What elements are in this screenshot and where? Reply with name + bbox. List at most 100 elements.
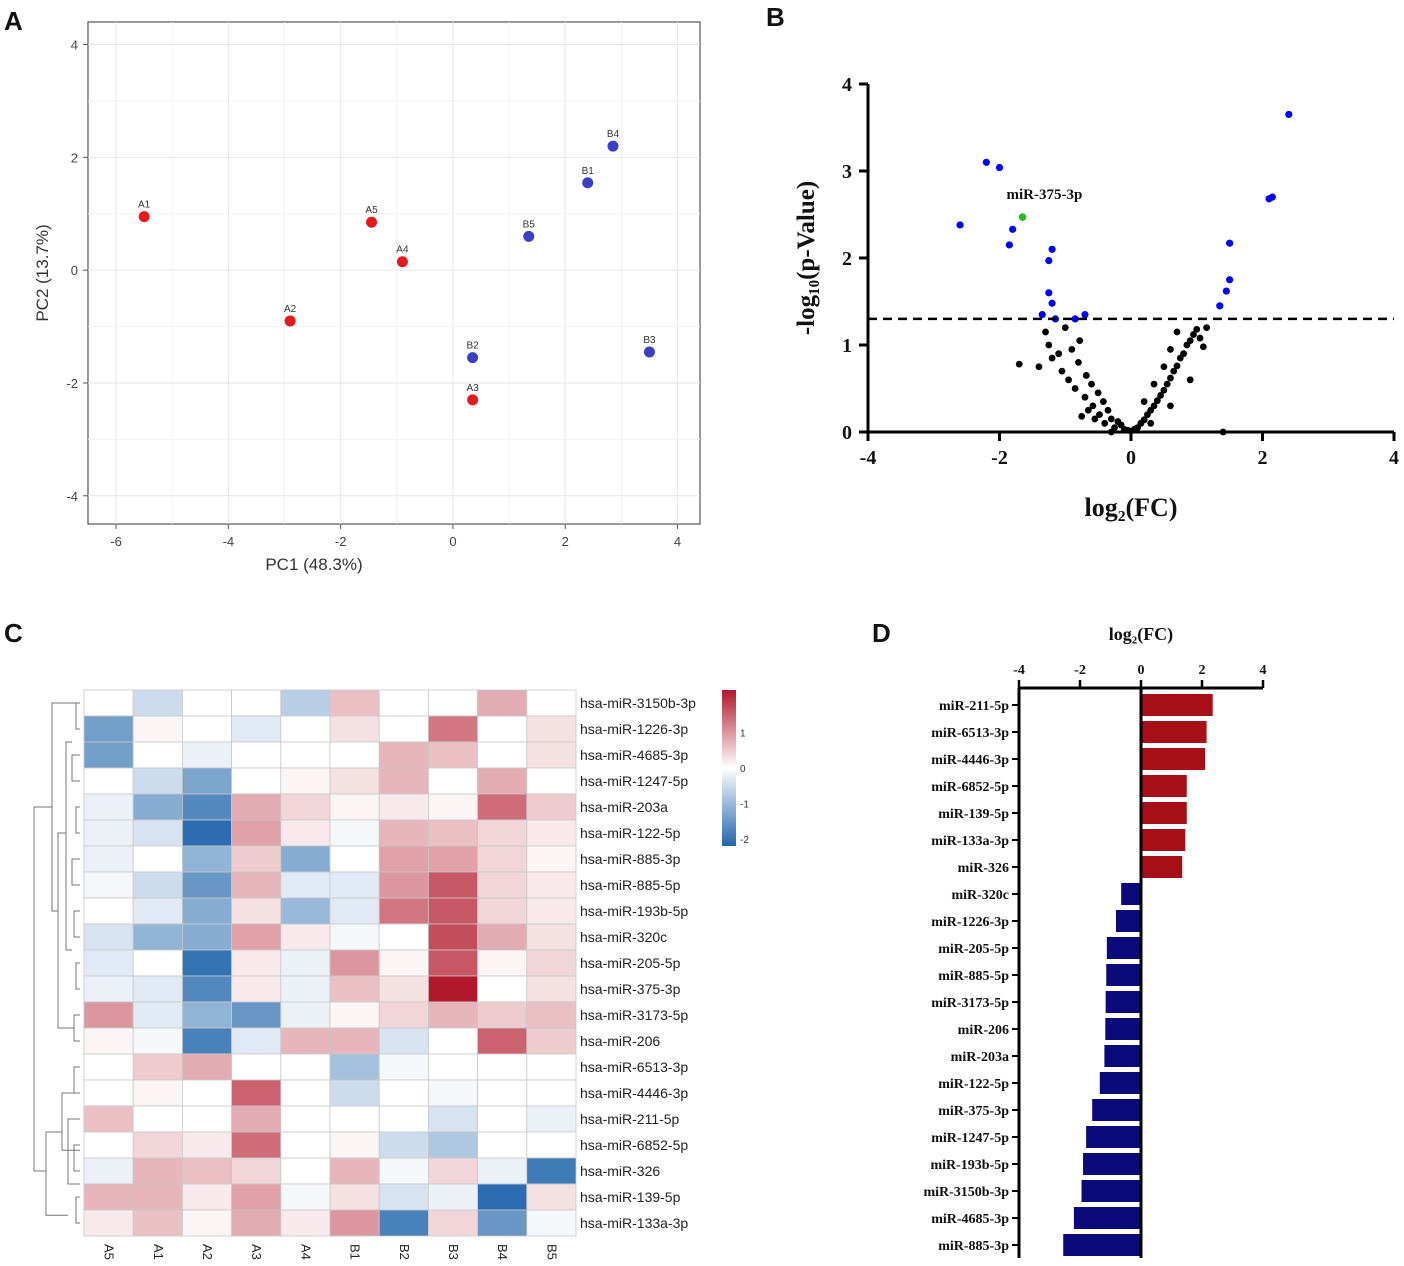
row-label: hsa-miR-6852-5p: [580, 1137, 688, 1153]
ns-point: [1081, 393, 1089, 401]
category-label: miR-3150b-3p: [923, 1185, 1009, 1200]
heatmap-cell: [132, 767, 183, 795]
heatmap-cell: [280, 923, 331, 951]
heatmap-cell: [427, 871, 478, 899]
heatmap-cell: [231, 1027, 282, 1055]
heatmap-cell: [378, 689, 429, 717]
heatmap-cell: [83, 871, 134, 899]
row-label: hsa-miR-3150b-3p: [580, 695, 696, 711]
heatmap-cell: [378, 845, 429, 873]
fold-change-bar-chart: log₂(FC) -4 -2 0 2 4 miR-211-5p miR-6513-3p miR-…: [923, 624, 1267, 1258]
category-label: miR-885-3p: [938, 1239, 1009, 1254]
heatmap-cell: [477, 1131, 528, 1159]
heatmap-cell: [83, 767, 134, 795]
column-label: A1: [151, 1244, 166, 1260]
category-label: miR-885-5p: [938, 969, 1009, 984]
heatmap-cell: [132, 1027, 183, 1055]
heatmap-cell: [329, 975, 380, 1003]
heatmap-cell: [181, 1183, 232, 1211]
category-label: miR-122-5p: [938, 1077, 1009, 1092]
significant-point: [1226, 239, 1234, 247]
ns-point: [1071, 385, 1079, 392]
ns-point: [1107, 415, 1115, 423]
heatmap-cell: [477, 793, 528, 821]
ns-point: [1061, 324, 1069, 331]
heatmap-cell: [231, 689, 282, 717]
significant-point: [1081, 310, 1089, 319]
significant-point: [1005, 241, 1013, 249]
heatmap-cell: [83, 845, 134, 873]
point-label: A4: [396, 245, 409, 256]
heatmap-cell: [477, 715, 528, 743]
heatmap-cell: [280, 1183, 331, 1211]
heatmap-cell: [329, 1183, 380, 1211]
heatmap-cell: [280, 871, 331, 899]
heatmap-cell: [329, 949, 380, 977]
heatmap-cell: [231, 871, 282, 899]
column-label: B1: [348, 1244, 363, 1260]
column-label: A3: [249, 1244, 264, 1260]
heatmap-cell: [181, 1053, 232, 1081]
heatmap-cell: [378, 715, 429, 743]
heatmap-cell: [83, 923, 134, 951]
heatmap-cell: [427, 1001, 478, 1029]
heatmap-cell: [132, 1053, 183, 1081]
row-label: hsa-miR-203a: [580, 799, 668, 815]
data-point: [467, 352, 479, 364]
ns-point: [1075, 359, 1082, 366]
heatmap-cell: [132, 1001, 183, 1029]
y-tick-label: 3: [842, 161, 852, 183]
data-point: [138, 211, 150, 223]
heatmap-cell: [280, 1001, 331, 1029]
heatmap-cell: [427, 975, 478, 1003]
heatmap-cell: [378, 975, 429, 1003]
row-label: hsa-miR-6513-3p: [580, 1059, 688, 1075]
row-label: hsa-miR-1226-3p: [580, 721, 688, 737]
ns-point: [1089, 402, 1097, 410]
column-label: B5: [544, 1244, 559, 1260]
heatmap-cell: [477, 975, 528, 1003]
heatmap-cell: [427, 1157, 478, 1185]
fold-change-bar: [1142, 802, 1187, 824]
heatmap-cell: [378, 1053, 429, 1081]
heatmap-cell: [329, 1105, 380, 1133]
heatmap-cell: [231, 845, 282, 873]
heatmap-cell: [526, 741, 577, 769]
ns-point: [1147, 419, 1155, 427]
heatmap-cell: [280, 897, 331, 925]
heatmap-cell: [378, 819, 429, 847]
heatmap-cell: [231, 715, 282, 743]
x-tick-label: 4: [674, 534, 681, 549]
y-tick-label: 0: [842, 422, 852, 444]
heatmap-cell: [83, 741, 134, 769]
heatmap-cell: [526, 845, 577, 873]
heatmap-cell: [427, 1131, 478, 1159]
category-label: miR-326: [958, 861, 1009, 876]
heatmap-cell: [378, 741, 429, 769]
heatmap-cell: [477, 767, 528, 795]
heatmap-cell: [181, 715, 232, 743]
x-tick-label: 2: [1258, 447, 1268, 469]
row-label: hsa-miR-211-5p: [580, 1111, 680, 1127]
fold-change-bar: [1106, 937, 1140, 959]
heatmap-cell: [378, 1209, 429, 1237]
heatmap-cell: [329, 923, 380, 951]
heatmap-cell: [181, 1079, 232, 1107]
annotation-label: miR-375-3p: [1007, 187, 1083, 203]
significant-point: [1222, 287, 1230, 295]
column-label: B4: [495, 1244, 510, 1260]
heatmap-cell: [378, 897, 429, 925]
heatmap-cell: [132, 1157, 183, 1185]
heatmap-cell: [181, 1027, 232, 1055]
heatmap-cell: [280, 975, 331, 1003]
heatmap-cell: [526, 1209, 577, 1237]
heatmap-cell: [181, 949, 232, 977]
heatmap-cell: [526, 1079, 577, 1107]
row-label: hsa-miR-320c: [580, 929, 667, 945]
heatmap-cell: [280, 793, 331, 821]
heatmap-cell: [526, 767, 577, 795]
legend-tick-label: 0: [740, 764, 746, 775]
heatmap-cell: [427, 1105, 478, 1133]
point-label: A2: [284, 304, 297, 315]
heatmap-cell: [329, 1001, 380, 1029]
